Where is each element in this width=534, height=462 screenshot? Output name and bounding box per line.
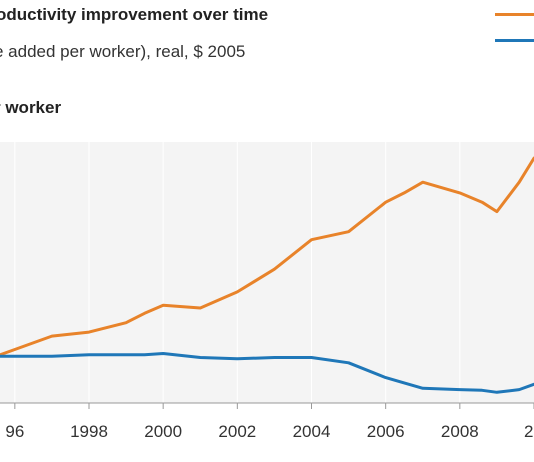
y-axis-unit-label: r worker <box>0 98 62 117</box>
x-tick-label: 2006 <box>367 422 405 441</box>
series-line-orange <box>0 156 534 357</box>
legend-swatch-orange <box>495 13 534 16</box>
x-tick-label: 2 <box>524 422 533 441</box>
series-lines <box>0 156 534 394</box>
x-tick-label: 1998 <box>70 422 108 441</box>
chart-subtitle: e added per worker), real, $ 2005 <box>0 42 246 61</box>
chart-title: oductivity improvement over time <box>0 5 269 24</box>
x-tick-label: 2008 <box>441 422 479 441</box>
x-tick-label: 2000 <box>144 422 182 441</box>
x-axis-ticks: 96 1998 2000 2002 2004 2006 2008 2 <box>5 403 534 441</box>
x-tick-label: 2002 <box>218 422 256 441</box>
x-tick-label: 96 <box>5 422 24 441</box>
legend-swatch-blue <box>495 39 534 42</box>
x-tick-label: 2004 <box>293 422 331 441</box>
series-line-blue <box>0 352 534 394</box>
